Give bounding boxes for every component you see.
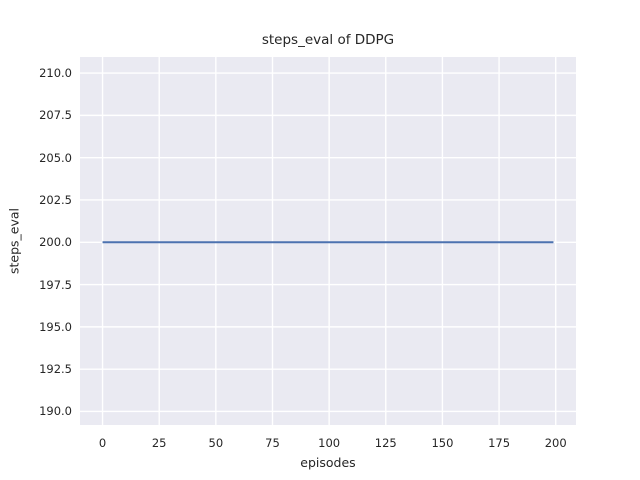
chart-title: steps_eval of DDPG bbox=[261, 32, 395, 48]
y-tick-label: 192.5 bbox=[39, 362, 72, 377]
y-tick-label: 190.0 bbox=[39, 404, 72, 419]
y-tick-label: 200.0 bbox=[39, 235, 72, 250]
plot-background bbox=[80, 57, 576, 425]
y-tick-label: 197.5 bbox=[39, 277, 72, 292]
x-tick-label: 125 bbox=[374, 436, 397, 450]
y-tick-label: 205.0 bbox=[39, 150, 72, 165]
x-tick-label: 175 bbox=[488, 436, 511, 450]
x-tick-label: 150 bbox=[431, 436, 454, 450]
y-tick-label: 207.5 bbox=[39, 108, 72, 123]
plot-area bbox=[80, 57, 576, 425]
y-tick-label: 195.0 bbox=[39, 319, 72, 334]
y-tick-label: 210.0 bbox=[39, 66, 72, 81]
y-tick-label: 202.5 bbox=[39, 192, 72, 207]
x-tick-label: 25 bbox=[151, 436, 167, 450]
plot-canvas bbox=[80, 57, 576, 425]
x-tick-label: 100 bbox=[318, 436, 341, 450]
x-axis-label: episodes bbox=[300, 455, 356, 470]
x-tick-label: 50 bbox=[208, 436, 224, 450]
x-tick-label: 0 bbox=[98, 436, 107, 450]
x-tick-label: 75 bbox=[265, 436, 280, 450]
x-tick-label: 200 bbox=[544, 436, 567, 450]
